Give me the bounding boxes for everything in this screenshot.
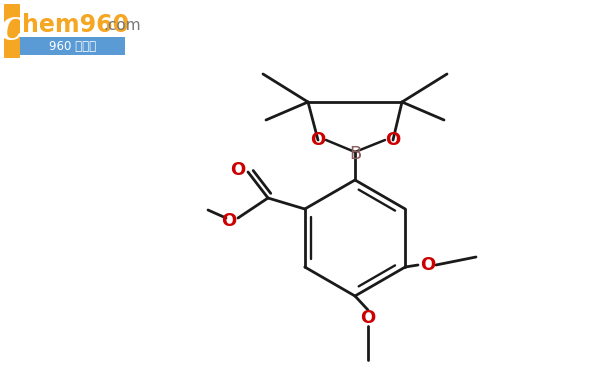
Text: O: O — [385, 131, 401, 149]
FancyBboxPatch shape — [4, 4, 20, 58]
Text: O: O — [221, 212, 237, 230]
Text: 960 化工网: 960 化工网 — [50, 39, 97, 53]
Text: O: O — [420, 256, 436, 274]
Text: O: O — [361, 309, 376, 327]
Text: C: C — [0, 15, 24, 46]
Text: B: B — [349, 145, 361, 163]
Text: O: O — [231, 161, 246, 179]
Text: .com: .com — [103, 18, 140, 33]
FancyBboxPatch shape — [20, 37, 125, 55]
Text: hem960: hem960 — [22, 13, 129, 37]
Text: O: O — [310, 131, 325, 149]
